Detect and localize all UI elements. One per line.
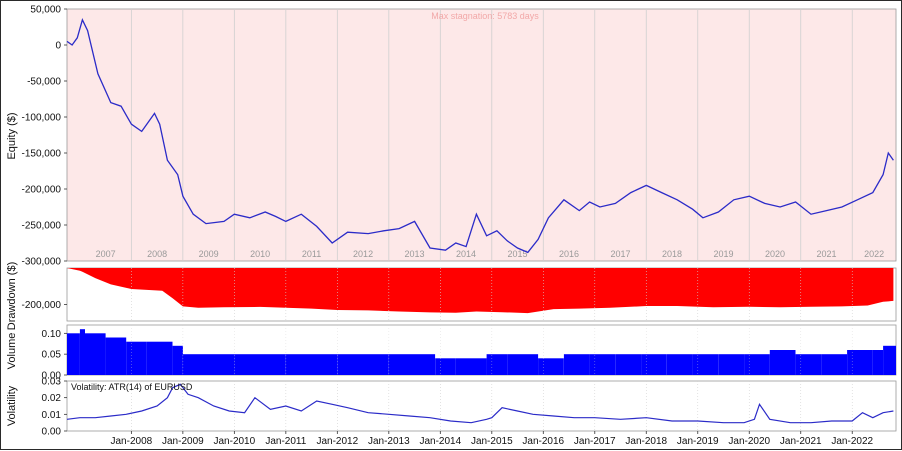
equity-plot-area <box>66 8 897 262</box>
year-label: 2015 <box>508 249 528 259</box>
volume-bar <box>146 341 173 375</box>
volume-bar <box>337 354 389 375</box>
equity-y-tick-label: -100,000 <box>22 113 62 124</box>
volume-bar <box>486 354 508 375</box>
volatility-y-tick-label: 0.00 <box>42 427 62 438</box>
volume-bar <box>666 354 693 375</box>
x-axis-tick-label: Jan-2008 <box>111 436 153 447</box>
volatility-line <box>66 383 894 424</box>
equity-y-tick-label: -50,000 <box>27 77 61 88</box>
volume-bar <box>718 354 745 375</box>
volume-bar <box>79 329 85 375</box>
volume-bar <box>182 354 235 375</box>
volume-bar <box>692 354 719 375</box>
volatility-y-tick-label: 0.03 <box>42 377 62 388</box>
x-axis-tick-label: Jan-2012 <box>316 436 358 447</box>
volume-bar <box>85 333 106 375</box>
x-axis-tick-label: Jan-2020 <box>728 436 770 447</box>
year-label: 2021 <box>816 249 836 259</box>
volume-y-tick-label: 0.10 <box>42 329 62 340</box>
year-label: 2020 <box>765 249 785 259</box>
volume-bar <box>285 354 338 375</box>
volume-bar <box>388 354 436 375</box>
year-label: 2008 <box>147 249 167 259</box>
year-label: 2013 <box>405 249 425 259</box>
year-label: 2007 <box>96 249 116 259</box>
year-label: 2022 <box>864 249 884 259</box>
volume-bar <box>883 345 896 375</box>
x-axis-tick-label: Jan-2009 <box>162 436 204 447</box>
equity-y-tick-label: 0 <box>55 41 61 52</box>
x-axis-tick-label: Jan-2011 <box>265 436 306 447</box>
x-axis-tick-label: Jan-2013 <box>368 436 410 447</box>
x-axis-tick-label: Jan-2016 <box>522 436 564 447</box>
volume-bar <box>538 358 564 375</box>
year-label: 2019 <box>713 249 733 259</box>
x-axis-tick-label: Jan-2018 <box>625 436 667 447</box>
volume-bar <box>67 333 80 375</box>
x-axis-tick-label: Jan-2017 <box>574 436 616 447</box>
year-label: 2014 <box>456 249 476 259</box>
drawdown-area <box>67 268 894 314</box>
volume-bar <box>507 354 539 375</box>
equity-y-tick-label: 50,000 <box>30 5 61 16</box>
equity-y-tick-label: -150,000 <box>22 149 62 160</box>
equity-y-tick-label: -300,000 <box>22 257 62 268</box>
volatility-panel: 0.03 0.02 0.01 0.00 Jan-2008 Jan-2009 Jan-2010… <box>42 377 897 447</box>
volume-bar <box>105 337 127 375</box>
volume-panel: 0.10 0.05 0.00 <box>42 324 897 382</box>
x-axis-tick-label: Jan-2014 <box>419 436 461 447</box>
volume-y-tick-label: 0.05 <box>42 350 62 361</box>
drawdown-axis-label: Drawdown ($) <box>6 262 18 330</box>
equity-line <box>66 17 894 254</box>
x-axis-tick-label: Jan-2019 <box>677 436 719 447</box>
volatility-y-tick-label: 0.01 <box>42 410 62 421</box>
volatility-plot-area <box>66 380 897 432</box>
year-label: 2009 <box>199 249 219 259</box>
volume-bar <box>563 354 590 375</box>
volume-bar <box>126 341 147 375</box>
volume-bar <box>821 354 847 375</box>
x-axis-tick-label: Jan-2015 <box>471 436 513 447</box>
x-axis-tick-label: Jan-2022 <box>831 436 873 447</box>
volatility-axis-label: Volatility <box>6 385 18 426</box>
volume-bar <box>172 345 183 375</box>
volume-bar <box>872 350 884 375</box>
x-axis-tick-label: Jan-2010 <box>213 436 255 447</box>
max-stagnation-annotation: Max stagnation: 5783 days <box>431 11 539 21</box>
equity-y-tick-label: -200,000 <box>22 185 62 196</box>
equity-axis-label: Equity ($) <box>6 112 18 159</box>
year-label: 2011 <box>302 249 321 259</box>
volume-bar <box>641 354 667 375</box>
volume-bar <box>455 358 487 375</box>
year-label: 2016 <box>559 249 579 259</box>
drawdown-panel: -200,000 <box>22 267 897 322</box>
volume-bar <box>234 354 286 375</box>
volume-bar <box>615 354 642 375</box>
volatility-legend: Volatility: ATR(14) of EURUSD <box>71 382 193 392</box>
year-label: 2017 <box>611 249 631 259</box>
equity-panel: 2007 2008 2009 2010 2011 2012 2013 2014 2015 2016… <box>22 5 897 268</box>
volume-bar <box>769 350 796 375</box>
x-axis-tick-label: Jan-2021 <box>780 436 822 447</box>
volume-bar <box>744 354 770 375</box>
year-label: 2012 <box>353 249 373 259</box>
volume-bar <box>795 354 822 375</box>
drawdown-y-tick-label: -200,000 <box>22 300 62 311</box>
volume-bar <box>435 358 456 375</box>
volume-bar <box>847 350 873 375</box>
volume-bar <box>589 354 616 375</box>
volatility-y-tick-label: 0.02 <box>42 393 62 404</box>
volume-axis-label: Volume <box>6 333 18 370</box>
year-label: 2018 <box>662 249 682 259</box>
volume-y-tick-label: 0.00 <box>42 371 62 382</box>
equity-y-tick-label: -250,000 <box>22 221 62 232</box>
year-label: 2010 <box>250 249 270 259</box>
